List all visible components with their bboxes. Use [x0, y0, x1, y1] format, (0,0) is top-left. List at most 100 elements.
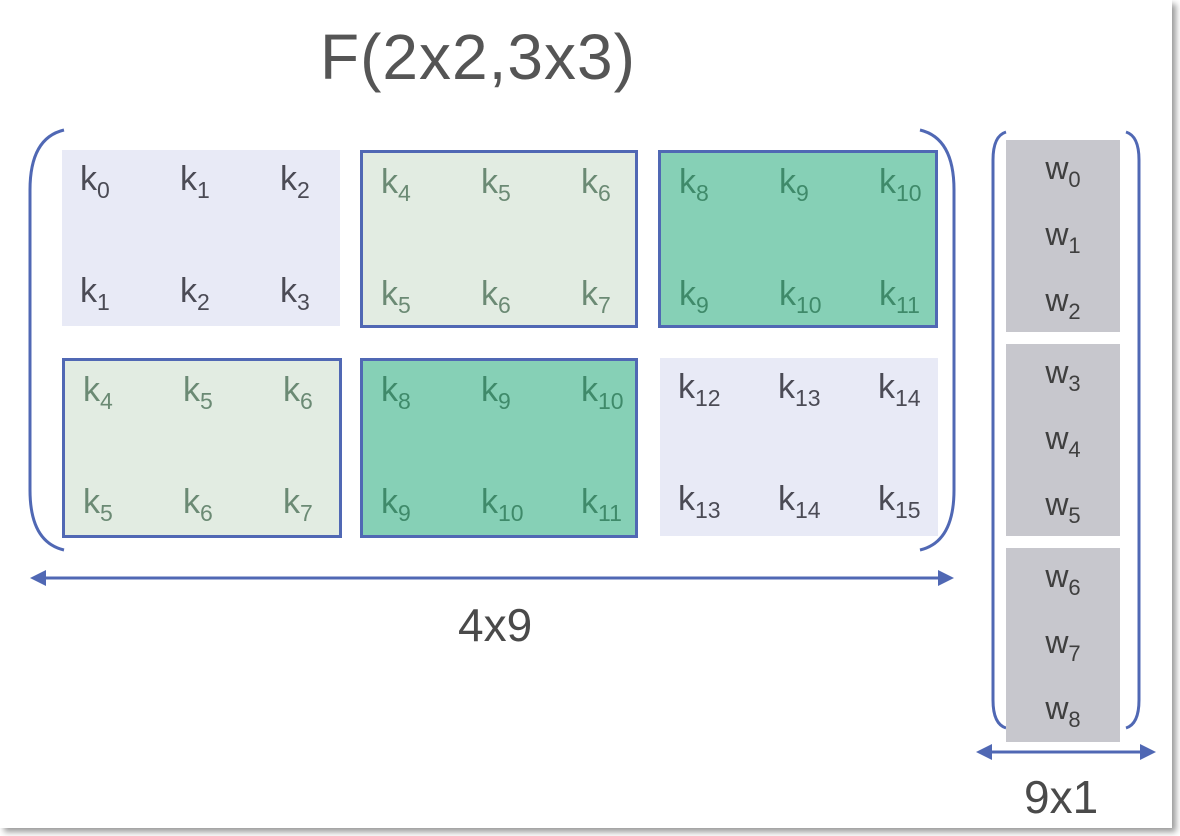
cell-index: 7: [598, 292, 611, 318]
matrix-cell: k9: [779, 163, 809, 207]
matrix-cell: k14: [778, 480, 821, 524]
cell-symbol: k: [280, 160, 297, 198]
weight-index: 1: [1068, 233, 1081, 258]
cell-index: 5: [498, 180, 511, 206]
weight-index: 7: [1068, 641, 1081, 666]
matrix-cell: k11: [879, 275, 920, 319]
matrix-cell: k10: [481, 483, 524, 527]
matrix-cell: k10: [779, 275, 822, 319]
cell-symbol: k: [779, 163, 796, 201]
matrix-cell: k5: [183, 371, 213, 415]
weight-symbol: w: [1045, 690, 1069, 726]
cell-index: 5: [398, 292, 411, 318]
cell-symbol: k: [679, 163, 696, 201]
cell-symbol: k: [678, 480, 695, 518]
weight-symbol: w: [1045, 282, 1069, 318]
matrix-cell: k4: [381, 163, 411, 207]
weight-symbol: w: [1045, 150, 1069, 186]
matrix-cell: k9: [481, 371, 511, 415]
cell-index: 13: [695, 497, 721, 523]
matrix-cell: k2: [280, 160, 310, 204]
weight-group: w3 w4 w5: [1006, 344, 1120, 536]
vector-right-bracket: [1125, 130, 1141, 730]
cell-symbol: k: [283, 371, 300, 409]
matrix-cell: k6: [581, 163, 611, 207]
matrix-cell: k3: [280, 272, 310, 316]
cell-index: 0: [97, 177, 110, 203]
matrix-dimension-label: 4x9: [458, 599, 533, 651]
matrix-block: k12 k13 k14 k13 k14 k15: [660, 358, 938, 536]
matrix-cell: k0: [80, 160, 110, 204]
cell-symbol: k: [679, 275, 696, 313]
cell-symbol: k: [581, 483, 598, 521]
cell-symbol: k: [283, 483, 300, 521]
cell-symbol: k: [180, 272, 197, 310]
cell-symbol: k: [183, 483, 200, 521]
weight-symbol: w: [1045, 354, 1069, 390]
cell-symbol: k: [581, 163, 598, 201]
matrix-cell: k10: [879, 163, 922, 207]
matrix-block: k8 k9 k10 k9 k10 k11: [658, 150, 938, 328]
weight-group: w6 w7 w8: [1006, 548, 1120, 742]
cell-index: 2: [197, 289, 210, 315]
matrix-block: k4 k5 k6 k5 k6 k7: [62, 358, 342, 538]
vector-left-bracket: [991, 130, 1007, 730]
matrix-left-bracket: [28, 128, 65, 552]
cell-symbol: k: [878, 368, 895, 406]
matrix-cell: k6: [283, 371, 313, 415]
weight-index: 3: [1068, 371, 1081, 396]
cell-symbol: k: [778, 480, 795, 518]
matrix-cell: k9: [679, 275, 709, 319]
cell-index: 6: [598, 180, 611, 206]
cell-symbol: k: [80, 160, 97, 198]
cell-symbol: k: [280, 272, 297, 310]
weight-cell: w4: [1006, 420, 1120, 463]
weight-symbol: w: [1045, 216, 1069, 252]
weight-index: 6: [1068, 575, 1081, 600]
weight-cell: w2: [1006, 282, 1120, 325]
matrix-arrow-head-left: [30, 570, 46, 586]
matrix-cell: k15: [878, 480, 921, 524]
cell-symbol: k: [581, 275, 598, 313]
cell-symbol: k: [80, 272, 97, 310]
matrix-cell: k12: [678, 368, 721, 412]
matrix-block: k8 k9 k10 k9 k10 k11: [360, 358, 638, 538]
weight-index: 8: [1068, 707, 1081, 732]
cell-index: 10: [896, 180, 922, 206]
matrix-cell: k4: [83, 371, 113, 415]
cell-index: 10: [498, 500, 524, 526]
cell-index: 13: [795, 385, 821, 411]
cell-index: 4: [100, 388, 113, 414]
matrix-cell: k1: [80, 272, 110, 316]
cell-index: 15: [895, 497, 921, 523]
weight-symbol: w: [1045, 624, 1069, 660]
matrix-cell: k5: [83, 483, 113, 527]
cell-index: 2: [297, 177, 310, 203]
cell-symbol: k: [878, 480, 895, 518]
cell-symbol: k: [481, 483, 498, 521]
matrix-cell: k9: [381, 483, 411, 527]
cell-symbol: k: [381, 483, 398, 521]
cell-index: 12: [695, 385, 721, 411]
cell-index: 11: [896, 292, 920, 318]
weight-cell: w8: [1006, 690, 1120, 733]
weight-cell: w5: [1006, 486, 1120, 529]
matrix-cell: k5: [481, 163, 511, 207]
weight-cell: w6: [1006, 558, 1120, 601]
cell-symbol: k: [381, 163, 398, 201]
matrix-cell: k7: [581, 275, 611, 319]
weight-symbol: w: [1045, 486, 1069, 522]
cell-index: 1: [97, 289, 110, 315]
weight-cell: w1: [1006, 216, 1120, 259]
cell-index: 9: [696, 292, 709, 318]
cell-index: 10: [796, 292, 822, 318]
weight-index: 4: [1068, 437, 1081, 462]
cell-index: 6: [200, 500, 213, 526]
matrix-cell: k5: [381, 275, 411, 319]
cell-index: 9: [398, 500, 411, 526]
matrix-cell: k13: [778, 368, 821, 412]
diagram-title: F(2x2,3x3): [320, 21, 636, 93]
cell-symbol: k: [481, 163, 498, 201]
cell-symbol: k: [581, 371, 598, 409]
